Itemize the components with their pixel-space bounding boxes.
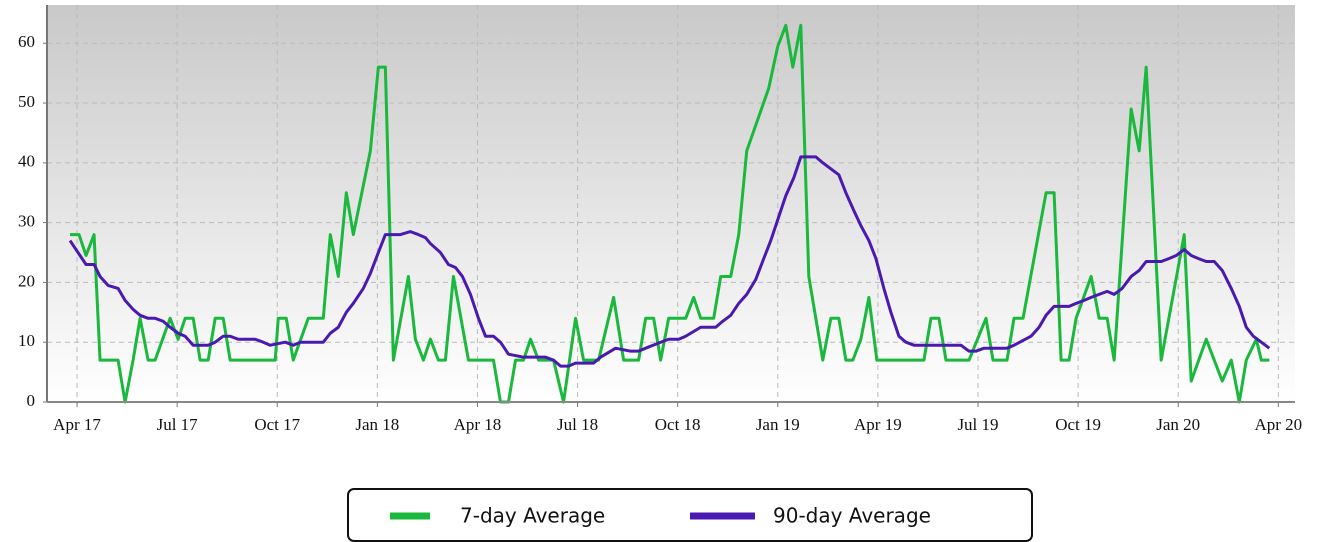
y-tick-label: 10 — [18, 331, 35, 350]
x-tick-label: Jan 18 — [355, 415, 399, 434]
lines — [68, 23, 1271, 404]
x-tick-label: Apr 18 — [454, 415, 502, 434]
y-tick-label: 40 — [18, 152, 35, 171]
x-tick-label: Apr 17 — [53, 415, 101, 434]
y-tick-label: 20 — [18, 271, 35, 290]
x-tick-label: Apr 19 — [854, 415, 902, 434]
series-line — [68, 155, 1271, 368]
x-tick-label: Apr 20 — [1254, 415, 1302, 434]
x-tick-label: Jan 20 — [1156, 415, 1200, 434]
x-tick-label: Oct 17 — [254, 415, 300, 434]
x-tick-label: Oct 19 — [1055, 415, 1101, 434]
x-tick-label: Jan 19 — [756, 415, 800, 434]
x-tick-label: Jul 17 — [157, 415, 199, 434]
x-tick-label: Jul 18 — [557, 415, 598, 434]
x-tick-label: Oct 18 — [655, 415, 701, 434]
legend: 7-day Average 90-day Average — [347, 488, 1033, 542]
y-tick-label: 60 — [18, 32, 35, 51]
y-tick-label: 30 — [18, 212, 35, 231]
y-tick-label: 0 — [27, 391, 36, 410]
series-line — [70, 23, 1270, 404]
legend-label: 90-day Average — [773, 504, 931, 528]
x-tick-label: Jul 19 — [957, 415, 998, 434]
legend-label: 7-day Average — [460, 504, 605, 528]
plot-background — [47, 5, 1295, 402]
y-tick-label: 50 — [18, 92, 35, 111]
